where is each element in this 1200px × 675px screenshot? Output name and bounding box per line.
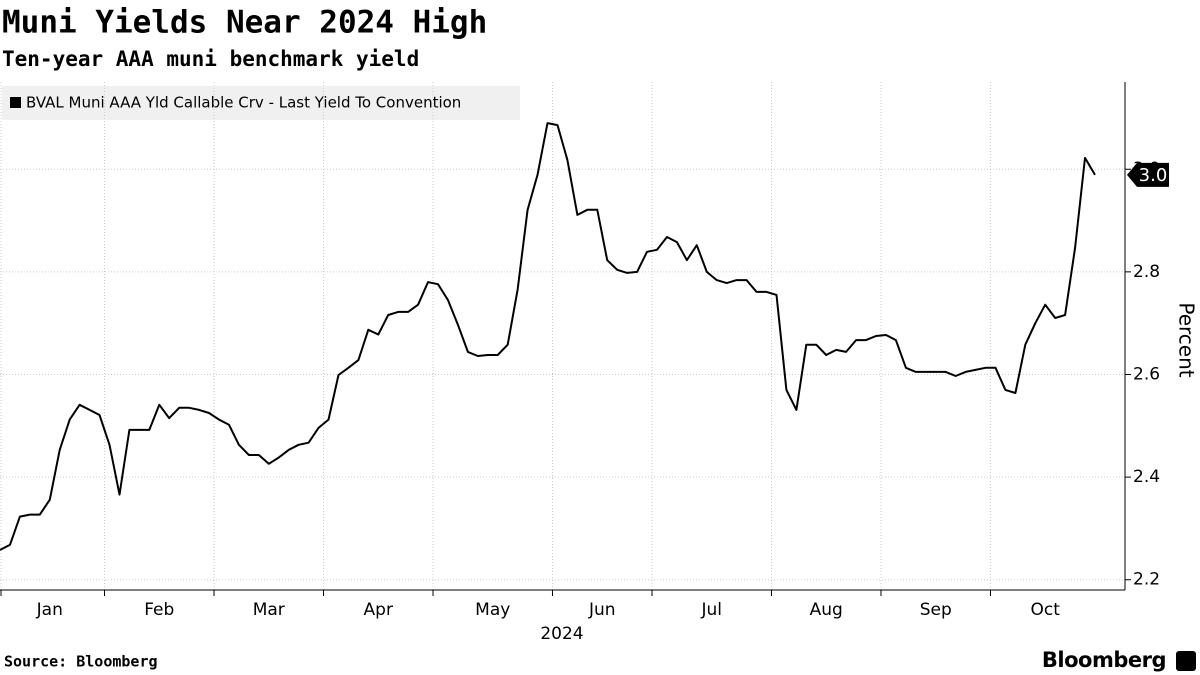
value-label-box bbox=[1127, 162, 1169, 187]
legend-label: BVAL Muni AAA Yld Callable Crv - Last Yi… bbox=[26, 94, 461, 112]
brand: Bloomberg bbox=[1042, 648, 1166, 672]
x-tick-label: Jan bbox=[36, 600, 63, 620]
x-tick-label: Apr bbox=[364, 600, 393, 620]
chart-subtitle: Ten-year AAA muni benchmark yield bbox=[2, 47, 419, 71]
x-tick-label: May bbox=[475, 600, 510, 620]
legend-box bbox=[2, 86, 520, 120]
y-tick-label: 2.4 bbox=[1133, 467, 1160, 487]
chart-title: Muni Yields Near 2024 High bbox=[2, 5, 487, 41]
x-tick-label: Aug bbox=[810, 600, 843, 620]
x-axis-label: 2024 bbox=[540, 624, 583, 644]
brand-icon bbox=[1176, 651, 1196, 671]
y-tick-label: 2.6 bbox=[1133, 364, 1160, 384]
x-tick-label: Sep bbox=[920, 600, 952, 620]
legend-swatch bbox=[10, 97, 21, 108]
source: Source: Bloomberg bbox=[4, 653, 158, 671]
x-tick-label: Feb bbox=[144, 600, 174, 620]
x-tick-label: Jul bbox=[700, 600, 722, 620]
x-tick-label: Jun bbox=[588, 600, 616, 620]
y-tick-label: 2.2 bbox=[1133, 570, 1160, 590]
line bbox=[0, 122, 1096, 551]
y-tick-label: 2.8 bbox=[1133, 262, 1160, 282]
y-axis-label: Percent bbox=[1175, 302, 1199, 377]
x-tick-label: Mar bbox=[253, 600, 285, 620]
value-label: 3.0 bbox=[1139, 165, 1168, 186]
x-tick-label: Oct bbox=[1031, 600, 1061, 620]
